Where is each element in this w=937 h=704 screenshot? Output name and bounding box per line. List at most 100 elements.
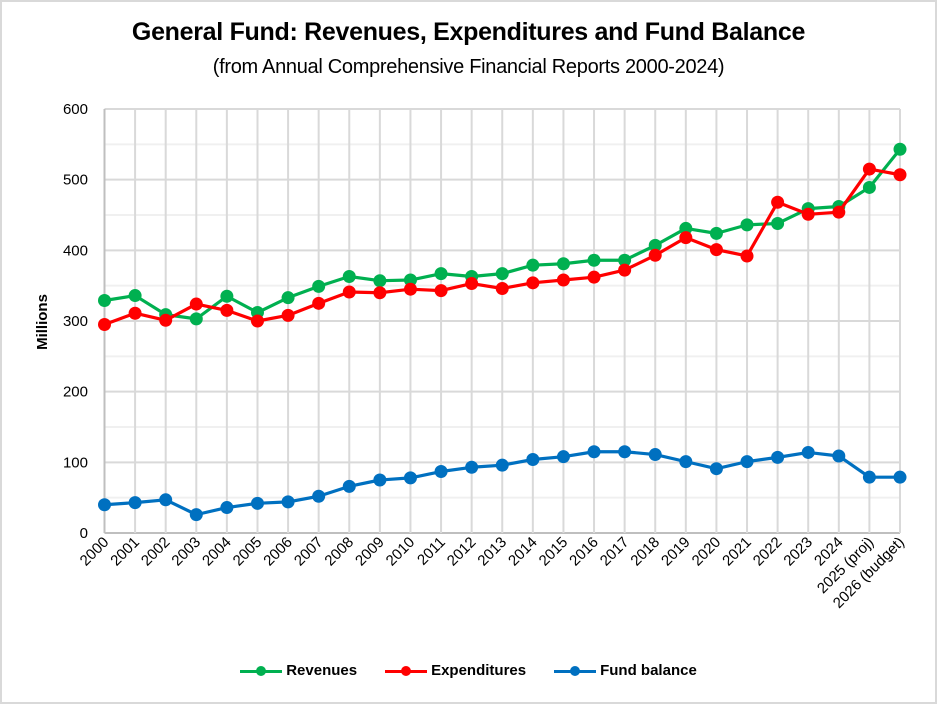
expenditures-point — [465, 277, 479, 291]
expenditures-point — [250, 314, 264, 328]
y-tick-label: 500 — [63, 172, 88, 189]
x-tick-label: 2002 — [138, 534, 174, 570]
revenues-point — [312, 279, 326, 293]
expenditures-point — [434, 284, 448, 298]
expenditures-point — [709, 243, 723, 257]
fund-balance-point — [403, 471, 417, 485]
expenditures-point — [648, 248, 662, 262]
expenditures-point — [98, 318, 111, 332]
x-tick-label: 2020 — [689, 534, 725, 570]
expenditures-point — [801, 207, 815, 221]
series-fund-balance — [98, 445, 907, 522]
x-tick-label: 2017 — [597, 534, 633, 570]
x-tick-label: 2003 — [168, 534, 204, 570]
chart-title: General Fund: Revenues, Expenditures and… — [131, 18, 806, 46]
revenues-point — [771, 216, 785, 230]
revenues-point — [189, 312, 203, 326]
fund-balance-point — [312, 489, 326, 503]
y-tick-label: 300 — [63, 313, 88, 330]
x-tick-label: 2015 — [536, 534, 572, 570]
expenditures-point — [312, 296, 326, 310]
x-tick-label: 2005 — [230, 534, 266, 570]
revenues-point — [220, 289, 234, 303]
revenues-point — [495, 267, 509, 281]
expenditures-point — [403, 282, 417, 296]
fund-balance-point — [373, 473, 387, 487]
fund-balance-point — [801, 445, 815, 459]
fund-balance-point — [648, 448, 662, 462]
revenues-point — [98, 294, 111, 308]
expenditures-point — [771, 195, 785, 209]
x-tick-label: 2016 — [566, 534, 602, 570]
fund-balance-point — [220, 501, 234, 515]
x-tick-label: 2014 — [505, 534, 541, 570]
expenditures-point — [189, 297, 203, 311]
x-tick-label: 2007 — [291, 534, 327, 570]
x-tick-label: 2006 — [260, 534, 296, 570]
x-tick-label: 2012 — [444, 534, 480, 570]
series-group — [98, 142, 907, 522]
x-tick-label: 2010 — [383, 534, 419, 570]
revenues-point — [526, 258, 540, 272]
revenues-point — [342, 269, 356, 283]
fund-balance-point — [556, 450, 570, 464]
revenues-point — [862, 180, 876, 194]
revenues-point — [740, 218, 754, 232]
fund-balance-point — [832, 449, 846, 463]
expenditures-point — [159, 313, 173, 327]
fund-balance-point — [465, 460, 479, 474]
revenues-point — [434, 267, 448, 281]
fund-balance-point — [98, 498, 111, 512]
fund-balance-point — [159, 493, 173, 507]
fund-balance-point — [893, 470, 907, 484]
fund-balance-point — [709, 462, 723, 476]
expenditures-point — [281, 308, 295, 322]
revenues-point — [679, 221, 693, 235]
expenditures-point — [832, 205, 846, 219]
revenues-point — [556, 257, 570, 271]
expenditures-point — [342, 285, 356, 299]
expenditures-point — [220, 303, 234, 317]
legend-marker-icon — [554, 665, 597, 677]
revenues-point — [128, 289, 142, 303]
fund-balance-point — [771, 450, 785, 464]
legend-label: Fund balance — [600, 662, 697, 679]
fund-balance-point — [128, 496, 142, 510]
y-tick-label: 100 — [63, 454, 88, 471]
fund-balance-point — [342, 479, 356, 493]
fund-balance-point — [189, 508, 203, 522]
legend-item-revenues: Revenues — [240, 662, 357, 679]
expenditures-point — [526, 276, 540, 290]
fund-balance-point — [495, 458, 509, 472]
revenues-point — [373, 274, 387, 288]
x-tick-label: 2004 — [199, 534, 235, 570]
x-tick-label: 2009 — [352, 534, 388, 570]
legend-item-fund-balance: Fund balance — [554, 662, 697, 679]
revenues-point — [893, 142, 907, 156]
y-tick-label: 0 — [80, 525, 88, 542]
expenditures-point — [495, 281, 509, 295]
fund-balance-point — [526, 453, 540, 467]
x-tick-label: 2018 — [627, 534, 663, 570]
legend-item-expenditures: Expenditures — [385, 662, 526, 679]
expenditures-point — [587, 270, 601, 284]
series-expenditures — [98, 162, 907, 332]
x-tick-label: 2008 — [321, 534, 357, 570]
expenditures-point — [893, 168, 907, 182]
fund-balance-point — [740, 455, 754, 469]
x-tick-label: 2022 — [750, 534, 786, 570]
revenues-point — [648, 238, 662, 252]
expenditures-point — [740, 249, 754, 263]
x-tick-label: 2021 — [719, 534, 755, 570]
expenditures-point — [128, 306, 142, 320]
revenues-point — [281, 291, 295, 305]
x-tick-label: 2023 — [780, 534, 816, 570]
y-tick-label: 200 — [63, 384, 88, 401]
legend: Revenues Expenditures Fund balance — [0, 662, 937, 679]
expenditures-point — [618, 263, 632, 277]
revenues-point — [709, 226, 723, 240]
legend-marker-icon — [385, 665, 428, 677]
y-axis-ticks: 0 100 200 300 400 500 600 — [63, 101, 88, 542]
fund-balance-point — [250, 496, 264, 510]
